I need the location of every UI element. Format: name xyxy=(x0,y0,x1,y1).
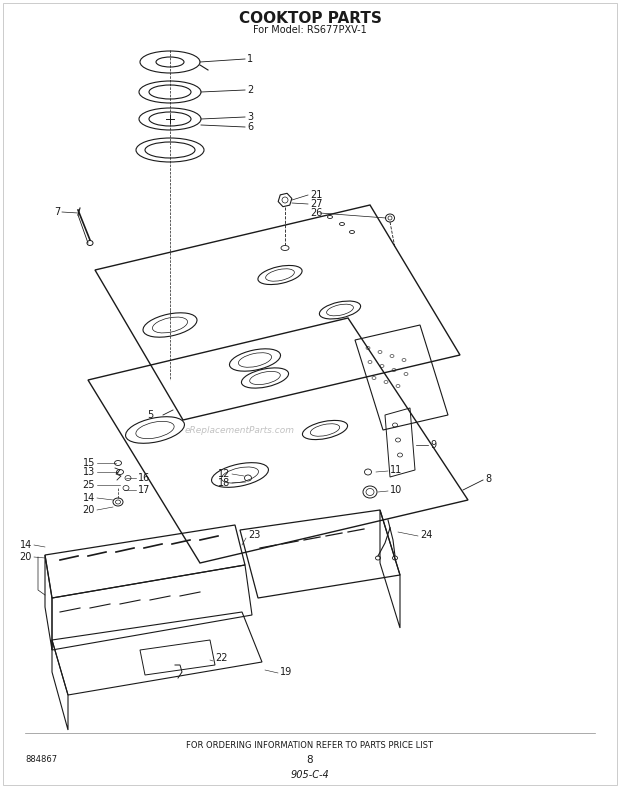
Text: 26: 26 xyxy=(310,208,322,218)
Text: 14: 14 xyxy=(82,493,95,503)
Text: 22: 22 xyxy=(215,653,228,663)
Text: 8: 8 xyxy=(485,474,491,484)
Text: 20: 20 xyxy=(20,552,32,562)
Text: 10: 10 xyxy=(390,485,402,495)
Text: 19: 19 xyxy=(280,667,292,677)
Text: 9: 9 xyxy=(430,440,436,450)
Text: For Model: RS677PXV-1: For Model: RS677PXV-1 xyxy=(253,25,367,35)
Text: 20: 20 xyxy=(82,505,95,515)
Text: 5: 5 xyxy=(147,410,153,420)
Text: 21: 21 xyxy=(310,190,322,200)
Text: 6: 6 xyxy=(247,122,253,132)
Text: 3: 3 xyxy=(247,112,253,122)
Text: 884867: 884867 xyxy=(25,756,57,764)
Text: 2: 2 xyxy=(247,85,253,95)
Text: 18: 18 xyxy=(218,478,230,488)
Text: 27: 27 xyxy=(310,199,322,209)
Text: COOKTOP PARTS: COOKTOP PARTS xyxy=(239,10,381,25)
Text: 1: 1 xyxy=(247,54,253,64)
Text: 7: 7 xyxy=(54,207,60,217)
Text: 14: 14 xyxy=(20,540,32,550)
Text: eReplacementParts.com: eReplacementParts.com xyxy=(185,426,295,434)
Text: 12: 12 xyxy=(218,469,230,479)
Text: 13: 13 xyxy=(82,467,95,477)
Text: FOR ORDERING INFORMATION REFER TO PARTS PRICE LIST: FOR ORDERING INFORMATION REFER TO PARTS … xyxy=(187,741,433,749)
Text: 17: 17 xyxy=(138,485,151,495)
Text: 15: 15 xyxy=(82,458,95,468)
Text: 11: 11 xyxy=(390,465,402,475)
Text: 16: 16 xyxy=(138,473,150,483)
Text: 8: 8 xyxy=(307,755,313,765)
Text: 905-C-4: 905-C-4 xyxy=(291,770,329,780)
Text: 23: 23 xyxy=(248,530,260,540)
Text: 25: 25 xyxy=(82,480,95,490)
Text: 24: 24 xyxy=(420,530,432,540)
